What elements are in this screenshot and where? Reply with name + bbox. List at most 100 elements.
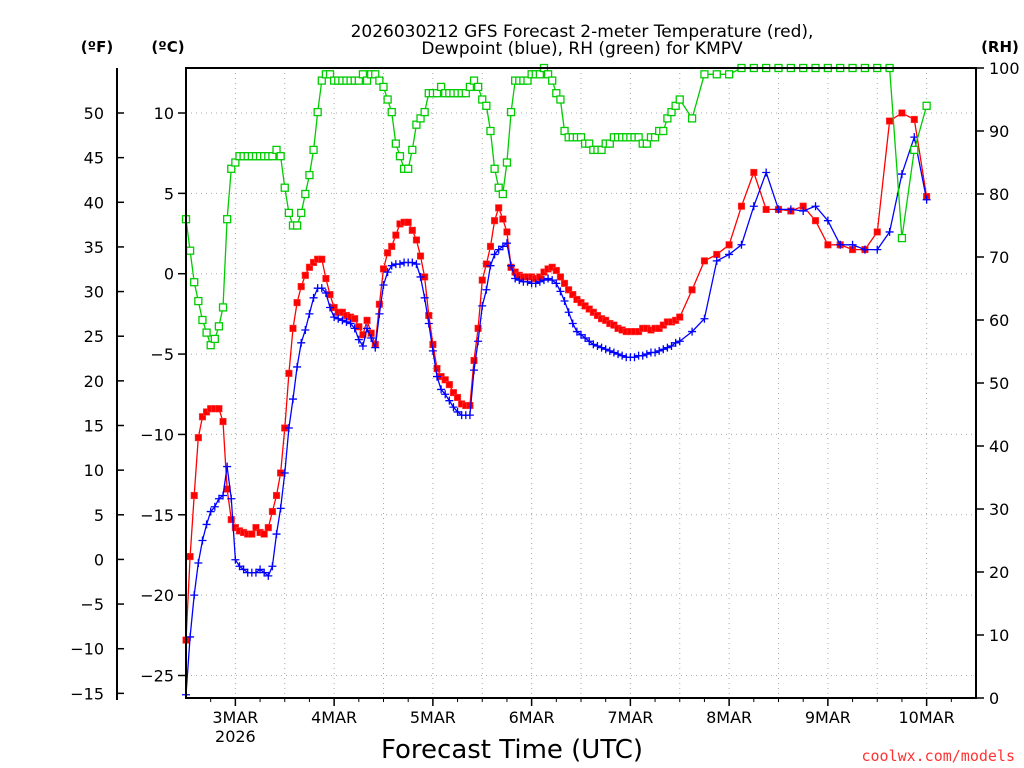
rh-point <box>556 95 565 104</box>
temperature-point <box>416 252 425 260</box>
x-tick-label: 10MAR <box>899 708 955 727</box>
dewpoint-point <box>922 195 931 204</box>
rh-point <box>700 70 709 79</box>
fahrenheit-tick-label: 5 <box>94 506 104 525</box>
rh-point <box>190 278 199 287</box>
temperature-point <box>198 413 207 421</box>
rh-tick-label: 40 <box>989 437 1009 456</box>
rh-point <box>214 322 224 331</box>
relative-humidity-series <box>181 63 931 350</box>
temperature-point <box>873 228 881 236</box>
temperature-point <box>441 376 449 384</box>
celsius-tick-label: −10 <box>140 425 174 444</box>
temperature-point <box>219 418 227 426</box>
dewpoint-point <box>523 277 532 286</box>
dewpoint-point <box>725 250 734 259</box>
chart-title-line2: Dewpoint (blue), RH (green) for KMPV <box>421 39 743 59</box>
rh-point <box>659 126 668 136</box>
rh-point <box>395 152 405 161</box>
fahrenheit-axis-label: (ºF) <box>81 38 113 56</box>
temperature-point <box>404 218 412 226</box>
temperature-point <box>700 257 708 265</box>
temperature-point <box>725 241 733 249</box>
temperature-point <box>384 249 392 257</box>
temperature-point <box>408 226 416 234</box>
celsius-tick-label: −5 <box>150 345 174 364</box>
temperature-line <box>185 112 928 641</box>
dewpoint-point <box>293 362 302 371</box>
axes: 1050−5−10−15−20−2550454035302520151050−5… <box>70 59 1019 746</box>
dewpoint-point <box>445 396 454 405</box>
temperature-point <box>359 331 367 339</box>
dewpoint-point <box>453 407 462 416</box>
dewpoint-point <box>605 346 614 355</box>
rh-point <box>473 82 483 92</box>
temperature-point <box>355 323 363 331</box>
dewpoint-point <box>630 353 639 362</box>
temperature-point <box>824 241 832 249</box>
credit-text: coolwx.com/models <box>861 747 1015 765</box>
rh-point <box>202 328 211 337</box>
dewpoint-point <box>354 335 363 344</box>
dewpoint-point <box>568 319 577 328</box>
temperature-point <box>552 266 560 275</box>
dewpoint-point <box>424 319 433 328</box>
temperature-point <box>449 389 457 397</box>
celsius-tick-label: 0 <box>164 265 174 284</box>
temperature-point <box>186 553 194 561</box>
temperature-point <box>425 311 433 320</box>
temperature-point <box>272 491 281 500</box>
fahrenheit-tick-label: 50 <box>84 104 104 123</box>
dewpoint-point <box>432 372 441 381</box>
dewpoint-point <box>375 309 384 318</box>
dewpoint-point <box>556 287 565 296</box>
dewpoint-point <box>219 491 228 500</box>
dewpoint-point <box>515 276 524 285</box>
dewpoint-point <box>301 325 310 334</box>
temperature-point <box>326 291 334 299</box>
dewpoint-point <box>305 309 314 318</box>
temperature-point <box>297 283 305 291</box>
rh-point <box>420 107 429 117</box>
dewpoint-point <box>873 245 882 254</box>
rh-tick-label: 60 <box>989 311 1009 330</box>
fahrenheit-tick-label: 10 <box>84 461 104 480</box>
dewpoint-point <box>260 568 269 577</box>
dewpoint-point <box>276 504 285 513</box>
temperature-point <box>379 265 388 273</box>
rh-point <box>408 145 417 155</box>
dewpoint-point <box>618 351 627 360</box>
dewpoint-point <box>502 239 511 248</box>
fahrenheit-tick-label: 40 <box>84 193 104 212</box>
dewpoint-series <box>182 133 931 699</box>
rh-tick-label: 0 <box>989 689 999 708</box>
celsius-axis-label: (ºC) <box>151 38 184 56</box>
dewpoint-point <box>321 289 330 297</box>
temperature-point <box>569 291 577 299</box>
x-axis-title: Forecast Time (UTC) <box>381 735 643 765</box>
dewpoint-point <box>264 571 273 580</box>
rh-point <box>897 233 907 243</box>
temperature-point <box>474 324 482 332</box>
dewpoint-point <box>428 346 437 355</box>
dewpoint-point <box>465 411 474 420</box>
rh-point <box>194 296 203 306</box>
dewpoint-point <box>449 403 458 412</box>
dewpoint-point <box>860 245 869 254</box>
dewpoint-point <box>688 327 697 336</box>
dewpoint-point <box>585 337 594 346</box>
celsius-tick-label: 10 <box>154 104 174 123</box>
rh-point <box>297 208 306 218</box>
rh-point <box>313 107 322 117</box>
series-layer <box>181 63 931 699</box>
dewpoint-point <box>651 348 660 357</box>
temperature-point <box>445 381 453 389</box>
rh-point <box>379 82 388 92</box>
dewpoint-point <box>198 536 207 545</box>
temperature-point <box>556 273 564 281</box>
dewpoint-point <box>268 562 277 571</box>
temperature-point <box>688 286 696 294</box>
rh-point <box>724 70 734 79</box>
dewpoint-point <box>408 258 417 267</box>
dewpoint-point <box>416 272 425 281</box>
